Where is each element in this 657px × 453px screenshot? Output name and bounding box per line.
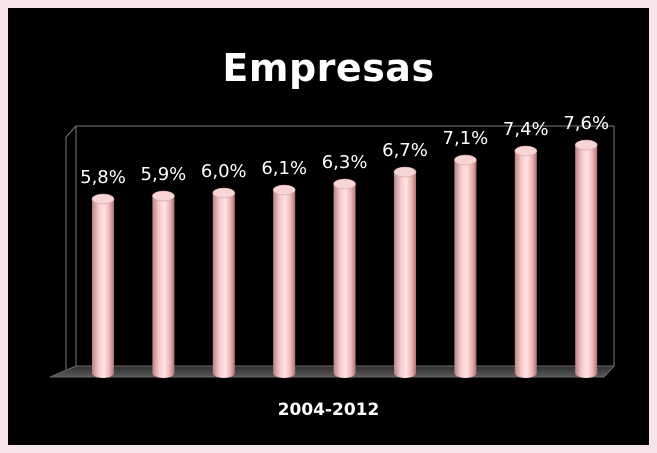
- data-label: 6,1%: [261, 158, 307, 179]
- bar: [212, 193, 235, 378]
- bar: [152, 196, 175, 378]
- bar-top-cap: [514, 145, 538, 157]
- bar-top-cap: [212, 187, 236, 199]
- bar-top-cap: [393, 166, 417, 178]
- bar: [273, 190, 296, 378]
- bar-series: [91, 139, 598, 378]
- data-label: 5,9%: [141, 164, 187, 185]
- data-label: 6,3%: [322, 152, 368, 173]
- x-axis-label: 2004-2012: [277, 400, 380, 420]
- data-label: 5,8%: [80, 167, 126, 188]
- data-label: 6,7%: [382, 140, 428, 161]
- bar-top-cap: [574, 139, 598, 151]
- bar: [454, 160, 477, 378]
- bar: [575, 145, 598, 378]
- bar: [394, 172, 416, 378]
- data-label-group: 5,8% 5,9% 6,0% 6,1% 6,3% 6,7% 7,1% 7,4% 7,6%: [80, 113, 609, 188]
- data-label: 6,0%: [201, 161, 247, 182]
- bar-top-cap: [454, 154, 477, 166]
- chart-title: Empresas: [222, 46, 435, 90]
- plot-left-edge: [65, 125, 77, 138]
- bar: [333, 184, 356, 378]
- bar-top-cap: [272, 184, 296, 196]
- data-label: 7,1%: [443, 128, 489, 149]
- bar: [92, 199, 114, 378]
- bar-top-cap: [91, 193, 115, 205]
- data-label: 7,6%: [563, 113, 609, 134]
- bar-top-cap: [152, 190, 175, 202]
- data-label: 7,4%: [503, 119, 549, 140]
- bar: [514, 151, 537, 378]
- chart-plot-area: 5,8% 5,9% 6,0% 6,1% 6,3% 6,7% 7,1% 7,4% 7,6%: [49, 113, 616, 378]
- chart-container: Empresas 5,8% 5,9% 6,0% 6,1% 6,3% 6,7% 7,1% 7,4…: [8, 8, 649, 445]
- bar-top-cap: [333, 178, 356, 190]
